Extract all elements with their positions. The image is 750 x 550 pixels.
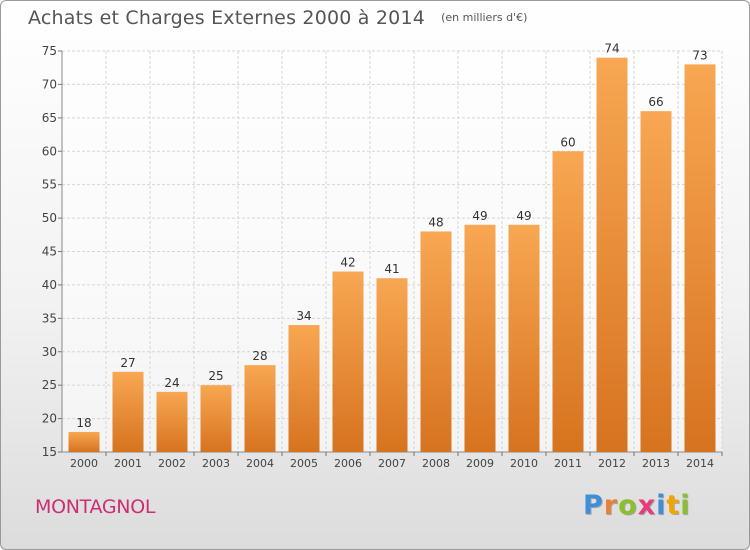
x-tick-label: 2002	[158, 457, 186, 470]
chart-title-text: Achats et Charges Externes 2000 à 2014	[28, 7, 426, 29]
bar-value-label: 18	[76, 416, 91, 430]
y-tick-label: 45	[42, 245, 57, 259]
bar	[596, 57, 628, 452]
y-tick-label: 20	[42, 412, 57, 426]
y-tick-label: 65	[42, 111, 57, 125]
logo-letter: r	[603, 490, 619, 521]
x-tick-label: 2009	[466, 457, 494, 470]
x-tick-label: 2003	[202, 457, 230, 470]
y-tick-label: 30	[42, 345, 57, 359]
bar-value-label: 49	[516, 209, 531, 223]
location-label: MONTAGNOL	[35, 496, 156, 518]
bar-value-label: 27	[120, 356, 135, 370]
x-tick-label: 2006	[334, 457, 362, 470]
y-tick-label: 35	[42, 311, 57, 325]
bar-value-label: 73	[692, 48, 707, 62]
bar	[156, 391, 188, 452]
chart-unit: (en milliers d'€)	[441, 11, 528, 24]
bar	[420, 231, 452, 452]
bar	[376, 278, 408, 452]
x-tick-label: 2014	[686, 457, 714, 470]
x-tick-label: 2012	[598, 457, 626, 470]
logo-letter: x	[637, 490, 657, 521]
bar	[112, 371, 144, 452]
x-tick-label: 2001	[114, 457, 142, 470]
y-tick-label: 25	[42, 378, 57, 392]
y-tick-label: 70	[42, 77, 57, 91]
logo-letter: i	[656, 490, 667, 521]
logo-letter: P	[583, 490, 604, 521]
x-tick-label: 2005	[290, 457, 318, 470]
proxiti-logo[interactable]: Proxiti	[583, 490, 691, 521]
y-tick-label: 15	[42, 445, 57, 459]
bar	[200, 385, 232, 452]
y-tick-label: 40	[42, 278, 57, 292]
bar	[552, 151, 584, 452]
bar-value-label: 66	[648, 95, 663, 109]
x-tick-label: 2000	[70, 457, 98, 470]
bar-value-label: 25	[208, 369, 223, 383]
bar-value-label: 60	[560, 135, 575, 149]
y-tick-label: 75	[42, 44, 57, 58]
y-tick-label: 60	[42, 144, 57, 158]
x-tick-label: 2013	[642, 457, 670, 470]
logo-letter: o	[618, 490, 638, 521]
y-tick-label: 50	[42, 211, 57, 225]
bar	[332, 271, 364, 452]
bar-value-label: 49	[472, 209, 487, 223]
logo-letter: i	[680, 490, 691, 521]
chart-title: Achats et Charges Externes 2000 à 2014 (…	[28, 7, 527, 29]
y-tick-label: 55	[42, 178, 57, 192]
bar-value-label: 42	[340, 256, 355, 270]
bar-value-label: 24	[164, 376, 179, 390]
x-tick-label: 2010	[510, 457, 538, 470]
x-tick-label: 2007	[378, 457, 406, 470]
bar-value-label: 74	[604, 42, 619, 56]
logo-letter: t	[666, 490, 681, 521]
bar	[464, 224, 496, 452]
bar	[508, 224, 540, 452]
bar-value-label: 41	[384, 262, 399, 276]
bar-value-label: 28	[252, 349, 267, 363]
x-tick-label: 2008	[422, 457, 450, 470]
bar-value-label: 48	[428, 215, 443, 229]
bar-value-label: 34	[296, 309, 311, 323]
bar	[288, 325, 320, 452]
x-tick-label: 2004	[246, 457, 274, 470]
bar	[640, 111, 672, 453]
bar	[244, 365, 276, 452]
bar	[68, 431, 100, 452]
x-tick-label: 2011	[554, 457, 582, 470]
bar	[684, 64, 716, 452]
